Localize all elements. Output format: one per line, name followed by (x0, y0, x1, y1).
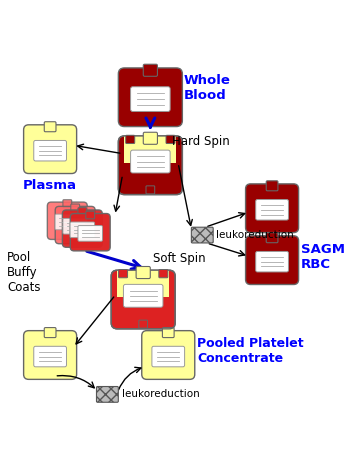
Text: Soft Spin: Soft Spin (153, 252, 206, 265)
Text: Hard Spin: Hard Spin (172, 135, 229, 148)
FancyBboxPatch shape (62, 210, 102, 247)
FancyBboxPatch shape (266, 181, 278, 191)
Polygon shape (125, 136, 176, 163)
FancyBboxPatch shape (152, 346, 185, 367)
FancyBboxPatch shape (191, 227, 213, 243)
Text: Pooled Platelet
Concentrate: Pooled Platelet Concentrate (197, 338, 304, 365)
FancyBboxPatch shape (24, 331, 77, 379)
FancyBboxPatch shape (78, 207, 87, 215)
FancyBboxPatch shape (142, 331, 195, 379)
FancyBboxPatch shape (55, 206, 95, 244)
FancyBboxPatch shape (143, 64, 158, 76)
FancyBboxPatch shape (256, 251, 289, 272)
FancyBboxPatch shape (70, 213, 110, 251)
FancyBboxPatch shape (246, 236, 299, 284)
Text: SAGM
RBC: SAGM RBC (301, 243, 345, 270)
FancyBboxPatch shape (126, 135, 135, 144)
FancyBboxPatch shape (63, 219, 87, 234)
Text: leukoreduction: leukoreduction (122, 389, 199, 400)
FancyBboxPatch shape (71, 204, 79, 212)
FancyBboxPatch shape (131, 150, 170, 173)
FancyBboxPatch shape (86, 211, 95, 219)
FancyBboxPatch shape (131, 87, 170, 112)
FancyBboxPatch shape (146, 186, 155, 194)
FancyBboxPatch shape (24, 125, 77, 174)
Text: leukoreduction: leukoreduction (216, 230, 294, 240)
FancyBboxPatch shape (136, 267, 150, 279)
Text: Plasma: Plasma (23, 179, 77, 192)
FancyBboxPatch shape (78, 225, 102, 241)
FancyBboxPatch shape (44, 328, 56, 338)
FancyBboxPatch shape (118, 136, 182, 194)
FancyBboxPatch shape (166, 135, 175, 144)
FancyBboxPatch shape (47, 202, 87, 239)
FancyBboxPatch shape (70, 222, 95, 238)
Text: Whole
Blood: Whole Blood (183, 74, 230, 102)
FancyBboxPatch shape (63, 200, 72, 207)
FancyBboxPatch shape (34, 140, 67, 161)
FancyBboxPatch shape (139, 320, 147, 328)
FancyBboxPatch shape (118, 269, 127, 278)
FancyBboxPatch shape (118, 68, 182, 126)
Polygon shape (117, 270, 169, 297)
FancyBboxPatch shape (124, 284, 163, 307)
FancyBboxPatch shape (55, 214, 79, 230)
FancyBboxPatch shape (256, 200, 289, 220)
FancyBboxPatch shape (96, 387, 118, 402)
Text: Pool
Buffy
Coats: Pool Buffy Coats (7, 251, 41, 294)
FancyBboxPatch shape (159, 269, 168, 278)
FancyBboxPatch shape (266, 233, 278, 243)
FancyBboxPatch shape (34, 346, 67, 367)
FancyBboxPatch shape (44, 122, 56, 132)
FancyBboxPatch shape (143, 132, 158, 144)
FancyBboxPatch shape (246, 184, 299, 232)
FancyBboxPatch shape (111, 270, 175, 329)
FancyBboxPatch shape (163, 328, 174, 338)
